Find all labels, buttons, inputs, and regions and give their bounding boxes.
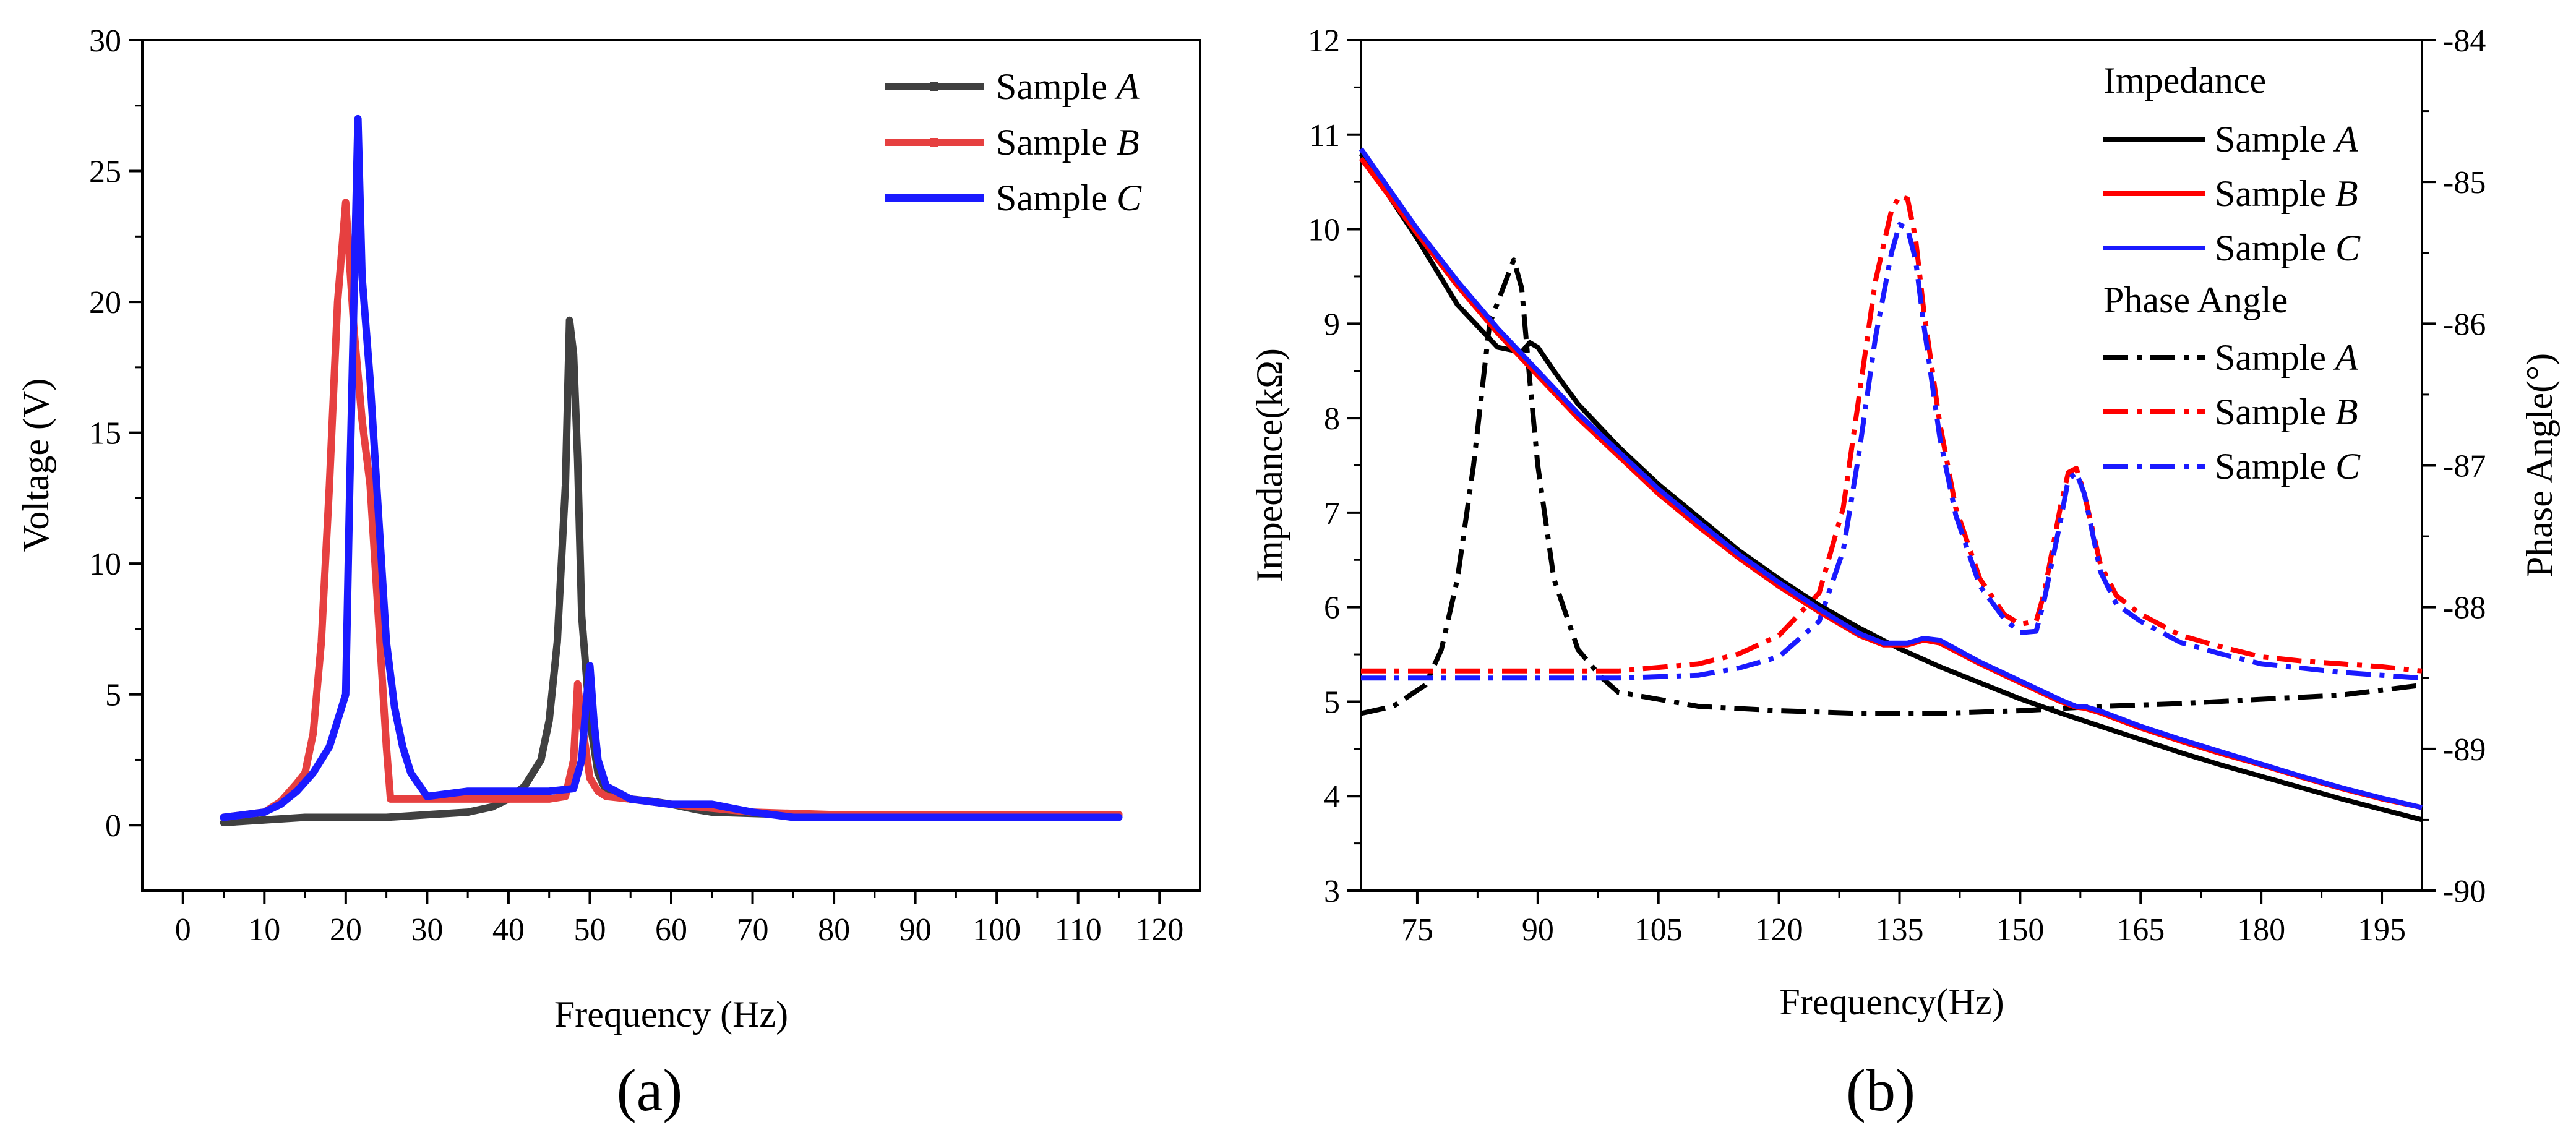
chart-b-x-tick-label: 150 <box>1996 912 2044 948</box>
chart-a-legend-label-a: Sample A <box>996 66 1140 107</box>
chart-b-y-tick-label: 3 <box>1324 874 1340 909</box>
chart-b-y-tick-label: 8 <box>1324 401 1340 437</box>
chart-b-y-tick-label: 5 <box>1324 685 1340 720</box>
chart-b-y2-tick-label: -90 <box>2443 874 2486 909</box>
chart-a-legend-marker <box>930 194 938 202</box>
chart-b-y2-tick-label: -84 <box>2443 24 2486 59</box>
chart-b-y2-tick-label: -86 <box>2443 307 2486 342</box>
chart-a-x-tick-label: 50 <box>573 912 606 948</box>
chart-b-y-tick-label: 12 <box>1308 24 1340 59</box>
chart-b-x-tick-label: 120 <box>1755 912 1803 948</box>
chart-a-legend-label-c: Sample C <box>996 178 1142 218</box>
chart-b-y2-tick-label: -89 <box>2443 732 2486 768</box>
chart-a-y-tick-label: 25 <box>89 155 121 190</box>
chart-b-y-tick-label: 11 <box>1309 118 1340 153</box>
chart-b-y2-tick-label: -85 <box>2443 165 2486 200</box>
chart-b-x-tick-label: 135 <box>1875 912 1923 948</box>
chart-b-legend-label-phase-a: Sample A <box>2215 337 2358 378</box>
chart-b-phase-line-c <box>1361 221 2423 681</box>
chart-b-y-tick-label: 9 <box>1324 307 1340 342</box>
chart-b-y-tick-label: 6 <box>1324 591 1340 626</box>
chart-a-x-tick-label: 20 <box>330 912 362 948</box>
chart-b-x-tick-label: 195 <box>2358 912 2406 948</box>
chart-a-x-tick-label: 40 <box>492 912 525 948</box>
chart-a-ticks: 0 10 20 30 40 50 60 70 80 90 100 110 120 0 5 10 15 20 25 30 <box>89 24 1183 948</box>
chart-b-panel-label: (b) <box>1846 1057 1915 1123</box>
chart-b-legend-header-impedance: Impedance <box>2103 60 2266 101</box>
chart-a-x-tick-label: 90 <box>899 912 932 948</box>
chart-b-x-tick-label: 165 <box>2116 912 2165 948</box>
chart-b-y-tick-label: 7 <box>1324 496 1340 531</box>
chart-a-panel-label: (a) <box>617 1057 683 1123</box>
chart-a-legend-marker <box>930 138 938 147</box>
chart-b-x-tick-label: 75 <box>1401 912 1433 948</box>
chart-b-series <box>1359 147 2423 823</box>
chart-b-legend-label-phase-c: Sample C <box>2215 446 2361 487</box>
chart-a: 0 10 20 30 40 50 60 70 80 90 100 110 120 0 5 10 15 20 25 30… <box>15 24 1201 1123</box>
chart-a-y-tick-label: 20 <box>89 285 121 320</box>
chart-a-x-tick-label: 110 <box>1055 912 1102 948</box>
chart-a-x-tick-label: 60 <box>655 912 687 948</box>
chart-a-x-tick-label: 80 <box>818 912 850 948</box>
chart-a-plot-frame <box>141 39 1201 892</box>
chart-b-y2-tick-label: -88 <box>2443 591 2486 626</box>
chart-a-x-axis-title: Frequency (Hz) <box>554 994 788 1035</box>
chart-b-y-axis-title: Impedance(kΩ) <box>1249 348 1290 582</box>
chart-b-legend-header-phase: Phase Angle <box>2103 280 2288 320</box>
chart-a-legend-label-b: Sample B <box>996 122 1140 163</box>
chart-a-x-tick-label: 0 <box>175 912 191 948</box>
chart-a-y-tick-label: 10 <box>89 547 121 582</box>
chart-b-phase-line-b <box>1361 194 2423 674</box>
chart-a-series-line-c <box>220 114 1123 821</box>
chart-a-x-tick-label: 70 <box>737 912 769 948</box>
chart-a-y-tick-label: 30 <box>89 24 121 59</box>
chart-a-x-tick-label: 30 <box>411 912 443 948</box>
chart-b: 75 90 105 120 135 150 165 180 195 3 4 5 6 7 8 9 10 11 12 -9… <box>1249 24 2560 1123</box>
chart-b-legend-label-impedance-b: Sample B <box>2215 173 2358 214</box>
chart-b-impedance-line-a <box>1359 152 2423 823</box>
chart-a-y-tick-label: 5 <box>105 678 121 713</box>
chart-b-legend-label-impedance-c: Sample C <box>2215 228 2361 268</box>
chart-a-y-tick-label: 15 <box>89 416 121 452</box>
chart-b-x-tick-label: 90 <box>1522 912 1554 948</box>
chart-b-legend-label-phase-b: Sample B <box>2215 392 2358 432</box>
chart-a-y-axis-title: Voltage (V) <box>15 379 56 552</box>
chart-a-x-tick-label: 100 <box>972 912 1021 948</box>
chart-b-x-tick-label: 180 <box>2237 912 2285 948</box>
chart-a-y-tick-label: 0 <box>105 808 121 844</box>
chart-b-legend: Impedance Sample A Sample B Sample C Phase A… <box>2103 60 2361 487</box>
chart-a-x-tick-label: 10 <box>248 912 280 948</box>
chart-b-legend-label-impedance-a: Sample A <box>2215 119 2358 160</box>
chart-b-x-tick-label: 105 <box>1634 912 1683 948</box>
chart-a-legend: Sample A Sample B Sample C <box>885 66 1142 218</box>
chart-b-y2-tick-label: -87 <box>2443 449 2486 484</box>
chart-a-series <box>220 114 1123 826</box>
chart-b-impedance-line-c <box>1359 147 2423 810</box>
chart-b-y-tick-label: 10 <box>1308 213 1340 248</box>
chart-b-x-axis-title: Frequency(Hz) <box>1779 982 2004 1022</box>
chart-a-x-tick-label: 120 <box>1135 912 1183 948</box>
chart-a-series-line-b <box>220 199 1123 821</box>
chart-b-y-tick-label: 4 <box>1324 779 1340 815</box>
chart-b-ticks: 75 90 105 120 135 150 165 180 195 3 4 5 6 7 8 9 10 11 12 -9… <box>1308 24 2486 948</box>
chart-b-y2-axis-title: Phase Angle(°) <box>2519 353 2560 577</box>
chart-a-legend-marker <box>930 82 938 91</box>
